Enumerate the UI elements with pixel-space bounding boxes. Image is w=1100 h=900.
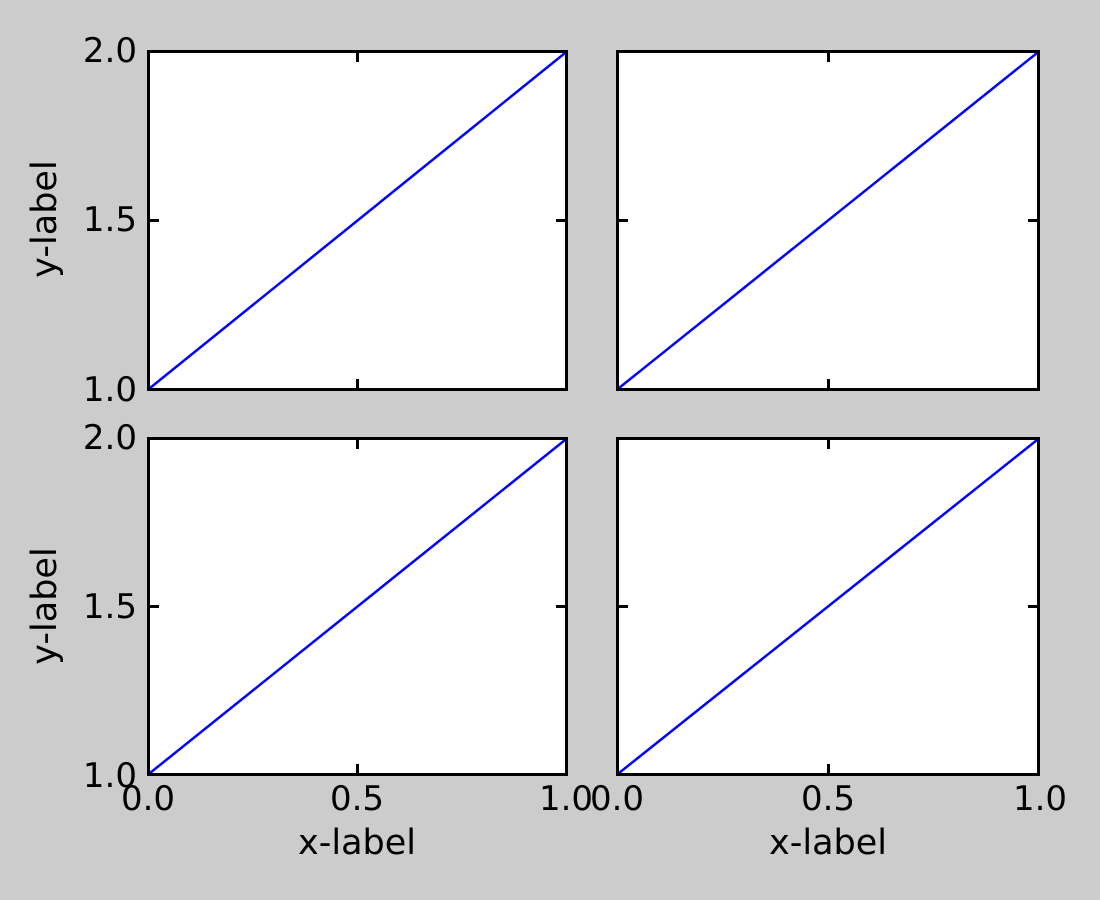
line-series: [150, 53, 565, 388]
ytick-label: 1.0: [82, 756, 137, 796]
x-major-tick-top: [356, 53, 359, 62]
y-major-tick-right: [556, 605, 565, 608]
x-axis-label: x-label: [769, 823, 887, 863]
y-major-tick-left: [150, 605, 159, 608]
subplot-bottom-right: [616, 437, 1040, 776]
line-segment: [619, 440, 1037, 773]
x-major-tick-bottom: [356, 764, 359, 773]
xtick-label: 1.0: [538, 779, 594, 819]
subplot-bottom-left: [147, 437, 568, 776]
x-major-tick-bottom: [356, 379, 359, 388]
xtick-label: 0.5: [329, 779, 385, 819]
xtick-label: 0.5: [800, 779, 856, 819]
y-major-tick-left: [150, 219, 159, 222]
xtick-label: 0.0: [589, 779, 645, 819]
ytick-label: 1.0: [82, 370, 137, 410]
x-axis-label: x-label: [298, 823, 416, 863]
x-major-tick-bottom: [826, 764, 830, 773]
line-series: [619, 440, 1037, 773]
y-axis-label: y-label: [25, 547, 65, 665]
y-major-tick-right: [1028, 605, 1037, 608]
y-axis-label: y-label: [25, 160, 65, 278]
ytick-label: 1.5: [82, 200, 137, 240]
line-segment: [619, 53, 1037, 388]
ytick-label: 2.0: [82, 418, 137, 458]
line-segment: [150, 53, 565, 388]
x-major-tick-top: [826, 440, 830, 449]
xtick-label: 1.0: [1012, 779, 1068, 819]
line-segment: [150, 440, 565, 773]
xtick-label: 0.0: [120, 779, 176, 819]
x-major-tick-top: [826, 53, 830, 62]
y-major-tick-left: [619, 219, 628, 222]
line-series: [150, 440, 565, 773]
y-major-tick-right: [1028, 219, 1037, 222]
x-major-tick-top: [356, 440, 359, 449]
ytick-label: 1.5: [82, 587, 137, 627]
x-major-tick-bottom: [826, 379, 830, 388]
subplot-top-left: [147, 50, 568, 391]
line-series: [619, 53, 1037, 388]
y-major-tick-right: [556, 219, 565, 222]
y-major-tick-left: [619, 605, 628, 608]
ytick-label: 2.0: [82, 31, 137, 71]
subplot-top-right: [616, 50, 1040, 391]
